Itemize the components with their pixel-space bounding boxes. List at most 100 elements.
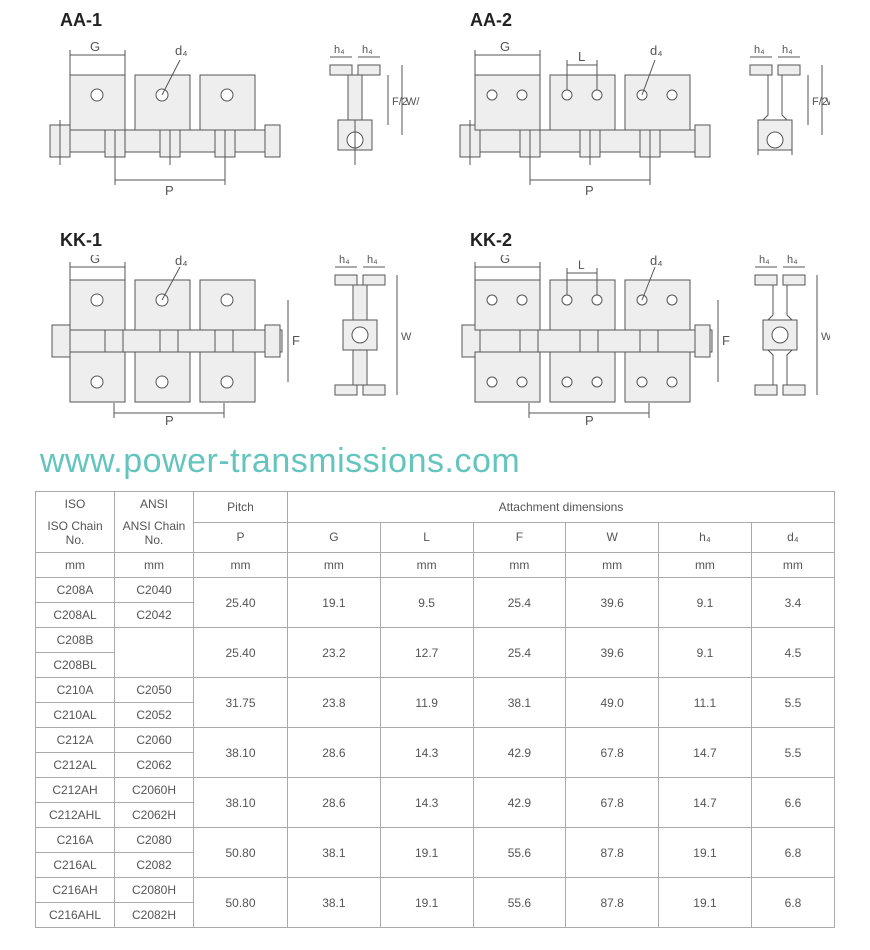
watermark-text: www.power-transmissions.com <box>30 430 840 491</box>
diagram-aa2-svg: G L d₄ P <box>450 35 830 205</box>
th-iso-top: ISO <box>40 497 110 511</box>
cell-P: 50.80 <box>194 828 288 878</box>
cell-W: 67.8 <box>566 728 659 778</box>
svg-text:W: W <box>401 331 412 343</box>
cell-ansi: C2080H <box>115 878 194 903</box>
table-row: C216AC208050.8038.119.155.687.819.16.8 <box>36 828 835 853</box>
table-row: C210AC205031.7523.811.938.149.011.15.5 <box>36 678 835 703</box>
cell-h4: 14.7 <box>659 778 752 828</box>
cell-iso: C208AL <box>36 603 115 628</box>
svg-text:G: G <box>500 255 510 266</box>
cell-iso: C216A <box>36 828 115 853</box>
diagram-aa2: AA-2 <box>450 10 830 210</box>
svg-text:L: L <box>578 49 585 64</box>
cell-iso: C216AH <box>36 878 115 903</box>
diagram-label-kk1: KK-1 <box>40 230 420 251</box>
th-W: W <box>566 522 659 553</box>
th-L: L <box>380 522 473 553</box>
cell-P: 38.10 <box>194 778 288 828</box>
th-iso: ISO ISO Chain No. <box>36 492 115 553</box>
cell-P: 25.40 <box>194 578 288 628</box>
diagram-kk2: KK-2 <box>450 230 830 430</box>
cell-L: 14.3 <box>380 728 473 778</box>
cell-ansi: C2060H <box>115 778 194 803</box>
cell-P: 50.80 <box>194 878 288 928</box>
diagram-label-aa2: AA-2 <box>450 10 830 31</box>
page-root: AA-1 <box>0 0 870 950</box>
svg-text:L: L <box>578 258 585 272</box>
cell-d4: 3.4 <box>751 578 834 628</box>
cell-L: 14.3 <box>380 778 473 828</box>
table-row: C216AHC2080H50.8038.119.155.687.819.16.8 <box>36 878 835 903</box>
svg-text:h₄: h₄ <box>334 44 345 56</box>
cell-d4: 5.5 <box>751 728 834 778</box>
th-F: F <box>473 522 566 553</box>
diagram-label-kk2: KK-2 <box>450 230 830 251</box>
svg-text:P: P <box>585 413 594 425</box>
cell-G: 38.1 <box>288 878 381 928</box>
th-unit1: mm <box>36 553 115 578</box>
svg-text:h₄: h₄ <box>362 44 373 56</box>
cell-F: 38.1 <box>473 678 566 728</box>
th-ansi-chain: ANSI Chain No. <box>119 519 189 547</box>
cell-iso: C210AL <box>36 703 115 728</box>
cell-d4: 6.8 <box>751 828 834 878</box>
cell-W: 67.8 <box>566 778 659 828</box>
th-unit3: mm <box>194 553 288 578</box>
cell-ansi: C2040 <box>115 578 194 603</box>
svg-text:h₄: h₄ <box>782 44 793 56</box>
cell-W: 87.8 <box>566 828 659 878</box>
spec-table-body: C208AC204025.4019.19.525.439.69.13.4C208… <box>36 578 835 928</box>
cell-F: 42.9 <box>473 728 566 778</box>
table-row: C208B25.4023.212.725.439.69.14.5 <box>36 628 835 653</box>
cell-G: 38.1 <box>288 828 381 878</box>
cell-d4: 5.5 <box>751 678 834 728</box>
cell-ansi: C2052 <box>115 703 194 728</box>
th-unit6: mm <box>473 553 566 578</box>
cell-d4: 6.8 <box>751 878 834 928</box>
diagram-kk1-svg: G d₄ P F <box>40 255 420 425</box>
cell-d4: 6.6 <box>751 778 834 828</box>
diagram-kk2-svg: G L d₄ P F <box>450 255 830 425</box>
cell-h4: 11.1 <box>659 678 752 728</box>
cell-iso: C212AHL <box>36 803 115 828</box>
cell-ansi: C2062 <box>115 753 194 778</box>
cell-G: 28.6 <box>288 728 381 778</box>
spec-table-head: ISO ISO Chain No. ANSI ANSI Chain No. Pi… <box>36 492 835 578</box>
cell-P: 38.10 <box>194 728 288 778</box>
table-row: C212AHC2060H38.1028.614.342.967.814.76.6 <box>36 778 835 803</box>
cell-L: 19.1 <box>380 828 473 878</box>
cell-ansi <box>115 628 194 678</box>
table-row: C212AC206038.1028.614.342.967.814.75.5 <box>36 728 835 753</box>
cell-iso: C208B <box>36 628 115 653</box>
th-ansi-top: ANSI <box>119 497 189 511</box>
cell-F: 55.6 <box>473 878 566 928</box>
svg-text:W: W <box>821 331 830 343</box>
svg-text:F: F <box>292 333 300 348</box>
cell-h4: 9.1 <box>659 628 752 678</box>
cell-d4: 4.5 <box>751 628 834 678</box>
cell-ansi: C2080 <box>115 828 194 853</box>
th-unit4: mm <box>288 553 381 578</box>
svg-text:h₄: h₄ <box>754 44 765 56</box>
cell-L: 19.1 <box>380 878 473 928</box>
svg-text:d₄: d₄ <box>650 43 663 58</box>
th-unit7: mm <box>566 553 659 578</box>
svg-text:G: G <box>500 39 510 54</box>
th-h4: h₄ <box>659 522 752 553</box>
cell-iso: C210A <box>36 678 115 703</box>
cell-G: 23.8 <box>288 678 381 728</box>
cell-h4: 9.1 <box>659 578 752 628</box>
cell-G: 19.1 <box>288 578 381 628</box>
cell-h4: 19.1 <box>659 878 752 928</box>
cell-W: 87.8 <box>566 878 659 928</box>
cell-ansi: C2060 <box>115 728 194 753</box>
cell-G: 28.6 <box>288 778 381 828</box>
th-unit5: mm <box>380 553 473 578</box>
diagram-grid: AA-1 <box>30 10 840 430</box>
cell-ansi: C2050 <box>115 678 194 703</box>
cell-W: 49.0 <box>566 678 659 728</box>
diagram-aa1-svg: G d₄ P <box>40 35 420 205</box>
svg-text:W/2: W/2 <box>826 96 830 108</box>
th-unit8: mm <box>659 553 752 578</box>
